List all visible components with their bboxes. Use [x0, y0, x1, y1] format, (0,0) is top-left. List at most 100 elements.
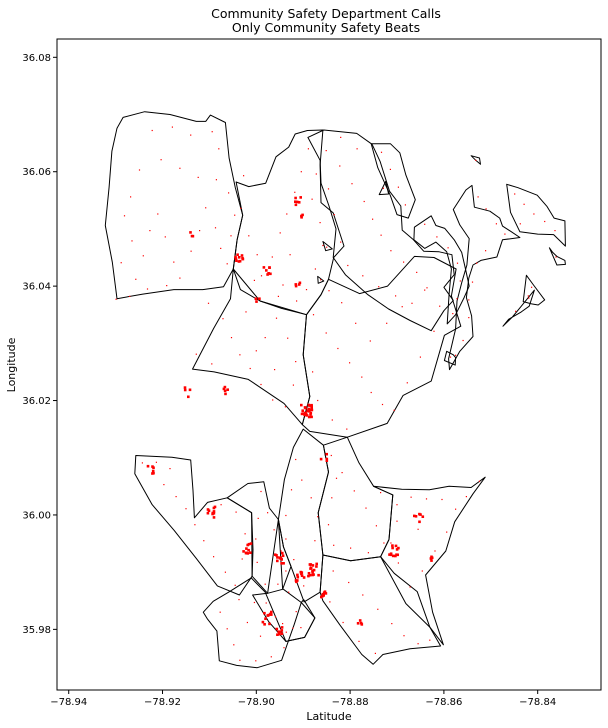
- call-point: [355, 322, 357, 324]
- call-point: [234, 584, 236, 586]
- call-cluster-point: [311, 573, 314, 577]
- call-cluster-point: [309, 563, 313, 566]
- call-point: [331, 419, 333, 421]
- call-point: [290, 489, 293, 491]
- call-cluster-point: [223, 385, 227, 389]
- call-cluster-point: [395, 548, 399, 551]
- call-cluster-point: [306, 409, 309, 412]
- call-point: [260, 383, 262, 386]
- call-point: [287, 337, 289, 339]
- call-cluster-point: [310, 415, 313, 419]
- call-cluster-point: [312, 568, 316, 572]
- call-point: [288, 591, 290, 593]
- call-cluster-point: [325, 452, 328, 456]
- call-point: [406, 382, 408, 384]
- call-cluster-point: [304, 406, 307, 410]
- call-point: [342, 621, 344, 624]
- call-cluster-point: [315, 562, 318, 566]
- beat-boundary-15: [413, 215, 470, 325]
- call-point: [456, 298, 458, 300]
- call-point: [289, 254, 291, 256]
- call-cluster-point: [305, 414, 309, 417]
- call-point: [238, 599, 240, 601]
- call-cluster-point: [300, 412, 304, 416]
- call-cluster-point: [265, 269, 268, 272]
- call-point: [439, 305, 441, 307]
- call-point: [280, 550, 282, 552]
- beat-boundary-2: [232, 129, 345, 316]
- call-cluster-point: [307, 403, 311, 407]
- call-point: [396, 504, 398, 506]
- call-cluster-point: [307, 572, 311, 575]
- call-point: [171, 126, 173, 128]
- call-point: [224, 571, 226, 573]
- call-cluster-point: [280, 632, 284, 635]
- call-point: [329, 601, 331, 603]
- call-point: [393, 409, 395, 411]
- y-tick-label: 36.06: [22, 167, 51, 178]
- chart-title: Community Safety Department Calls: [211, 6, 441, 21]
- call-cluster-point: [419, 513, 422, 516]
- call-point: [514, 193, 516, 195]
- call-point: [309, 565, 311, 567]
- call-point: [205, 207, 207, 209]
- call-point: [519, 223, 521, 225]
- call-point: [226, 263, 228, 265]
- call-point: [274, 616, 277, 618]
- call-point: [277, 295, 279, 297]
- call-cluster-point: [300, 572, 303, 576]
- call-cluster-point: [299, 196, 302, 199]
- call-point: [267, 512, 269, 514]
- call-cluster-point: [297, 283, 301, 286]
- call-point: [123, 215, 126, 217]
- call-point: [544, 220, 546, 223]
- call-cluster-point: [304, 411, 307, 415]
- call-point: [131, 240, 133, 242]
- call-cluster-point: [280, 562, 283, 565]
- call-cluster-point: [242, 550, 245, 553]
- call-point: [115, 298, 117, 300]
- call-point: [374, 652, 376, 654]
- call-point: [367, 552, 369, 554]
- call-point: [380, 234, 382, 236]
- call-point: [356, 148, 358, 150]
- call-point: [325, 332, 327, 334]
- call-cluster-point: [391, 554, 395, 558]
- call-point: [228, 192, 230, 194]
- call-point: [129, 295, 131, 297]
- call-cluster-point: [309, 566, 313, 570]
- call-cluster-point: [276, 556, 279, 559]
- call-point: [264, 583, 266, 585]
- call-point: [260, 490, 262, 493]
- call-point: [391, 623, 393, 625]
- beat-boundary-11: [319, 554, 442, 665]
- call-point: [257, 517, 259, 519]
- call-cluster-point: [281, 554, 285, 558]
- call-cluster-point: [317, 573, 320, 577]
- call-point: [211, 363, 213, 365]
- beat-boundary-4: [301, 255, 462, 438]
- call-point: [246, 621, 248, 624]
- beat-boundary-16: [506, 183, 566, 247]
- call-point: [249, 367, 251, 370]
- call-point: [311, 198, 313, 200]
- call-point: [468, 299, 470, 301]
- x-tick-label: −78.86: [425, 697, 462, 708]
- call-point: [327, 188, 330, 190]
- call-cluster-point: [296, 579, 299, 582]
- call-point: [218, 148, 220, 150]
- x-tick-label: −78.92: [144, 697, 181, 708]
- call-point: [389, 168, 391, 170]
- call-point: [426, 287, 428, 289]
- call-point: [282, 623, 284, 625]
- call-cluster-point: [264, 617, 267, 620]
- call-point: [213, 556, 215, 558]
- call-point: [410, 496, 412, 498]
- call-cluster-point: [211, 512, 214, 516]
- call-point: [271, 256, 273, 258]
- call-point: [285, 514, 287, 517]
- call-point: [425, 498, 428, 500]
- call-point: [270, 656, 272, 658]
- call-point: [275, 317, 278, 319]
- call-point: [386, 322, 388, 324]
